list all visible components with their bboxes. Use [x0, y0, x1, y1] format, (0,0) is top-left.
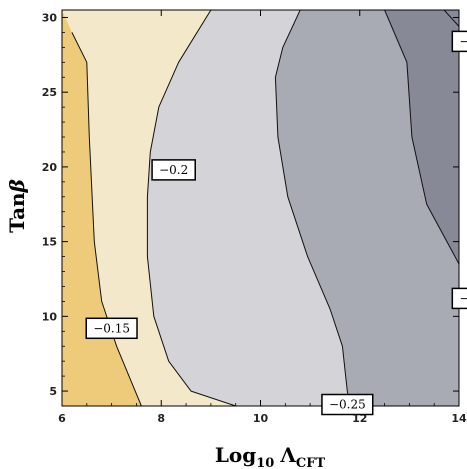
contour-line-4	[384, 10, 459, 265]
filled-regions	[62, 10, 459, 406]
x-tick-label: 14	[451, 412, 467, 425]
contour-label-box	[85, 317, 138, 340]
contour-label: −0.3	[451, 287, 467, 310]
contour-label-box	[451, 30, 467, 53]
x-axis-title: Log10 ΛCFT	[215, 443, 326, 469]
contour-label-box	[451, 287, 467, 310]
contour-lines	[71, 10, 459, 406]
contour-label: −0.15	[85, 317, 138, 340]
x-tick-label: 10	[253, 412, 269, 425]
contour-label: −0.25	[321, 393, 374, 416]
y-tick-label: 10	[42, 310, 58, 323]
region-1	[62, 10, 236, 406]
contour-line-3	[443, 10, 459, 27]
region-4	[384, 10, 459, 264]
contour-label-text: −0.3	[459, 34, 467, 48]
y-tick-label: 5	[49, 385, 57, 398]
x-tick-label: 6	[58, 412, 66, 425]
contour-label-box	[321, 393, 374, 416]
contour-line-2	[274, 10, 351, 406]
region-0	[62, 10, 142, 406]
contour-label: −0.2	[151, 159, 196, 181]
y-tick-label: 30	[42, 11, 58, 24]
contour-line-1	[146, 10, 236, 406]
contour-label-text: −0.2	[159, 163, 188, 177]
x-tick-label: 8	[157, 412, 165, 425]
contour-labels: −0.15 −0.2 −0.25 −0.3 −0.3	[85, 30, 467, 416]
contour-label-text: −0.25	[329, 398, 366, 412]
contour-label: −0.3	[451, 30, 467, 53]
contour-label-text: −0.3	[459, 291, 467, 305]
contour-label-text: −0.15	[93, 321, 130, 335]
y-tick-label: 15	[42, 236, 57, 249]
y-axis-title: Tanβ	[5, 179, 29, 233]
y-tick-label: 25	[42, 86, 57, 99]
contour-line-0	[71, 32, 142, 406]
contour-label-box	[151, 159, 196, 181]
y-tick-label: 20	[42, 161, 58, 174]
